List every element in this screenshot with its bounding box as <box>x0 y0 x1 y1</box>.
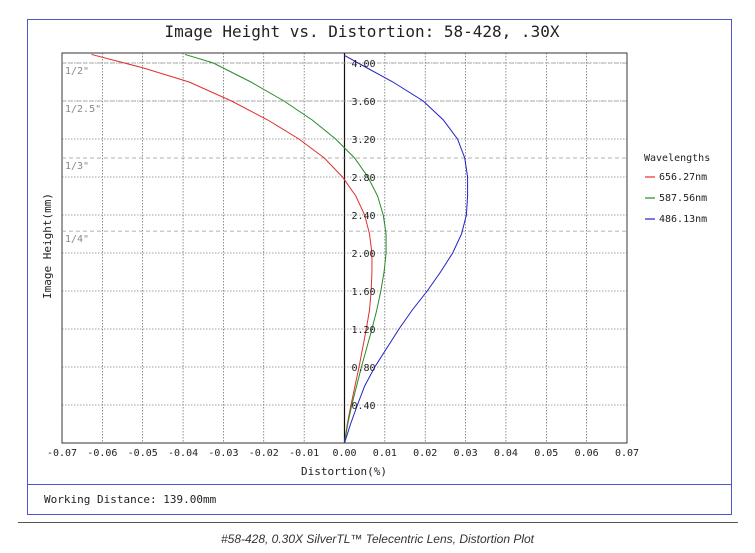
x-tick-label: 0.07 <box>615 448 639 459</box>
x-tick-label: 0.05 <box>534 448 558 459</box>
x-tick-label: 0.04 <box>494 448 518 459</box>
y-tick-label: 3.20 <box>352 135 376 146</box>
y-tick-label: 2.80 <box>352 173 376 184</box>
x-tick-label: -0.05 <box>128 448 158 459</box>
sensor-format-lines: 1/2" 1/2.5" 1/3" 1/4" <box>62 62 627 245</box>
grid <box>61 52 628 444</box>
plot-frame <box>27 19 732 515</box>
y-tick-label: 2.00 <box>352 249 376 260</box>
working-distance: Working Distance: 139.00mm <box>44 493 217 506</box>
x-tick-label: -0.03 <box>208 448 238 459</box>
x-tick-labels: -0.07 -0.06 -0.05 -0.04 -0.03 -0.02 -0.01 0.00 0… <box>47 448 639 459</box>
x-tick-label: -0.04 <box>168 448 198 459</box>
x-tick-label: -0.07 <box>47 448 77 459</box>
series-line <box>91 53 373 443</box>
series-line <box>344 54 469 443</box>
x-axis-label: Distortion(%) <box>301 465 387 478</box>
x-tick-label: 0.06 <box>575 448 599 459</box>
x-tick-label: 0.00 <box>332 448 356 459</box>
x-tick-label: -0.06 <box>87 448 117 459</box>
sensor-format-label: 1/4" <box>65 234 89 245</box>
y-tick-labels: 0.40 0.80 1.20 1.60 2.00 2.40 2.80 3.20 3.60 4.00 <box>352 59 376 412</box>
x-tick-label: -0.02 <box>249 448 279 459</box>
y-tick-label: 0.80 <box>352 363 376 374</box>
sensor-format-label: 1/3" <box>65 161 89 172</box>
y-tick-label: 1.20 <box>352 325 376 336</box>
legend-label: 587.56nm <box>659 193 707 204</box>
y-tick-label: 3.60 <box>352 97 376 108</box>
x-tick-label: -0.01 <box>289 448 319 459</box>
figure-caption: #58-428, 0.30X SilverTL™ Telecentric Len… <box>220 532 535 546</box>
y-tick-label: 2.40 <box>352 211 376 222</box>
y-tick-label: 4.00 <box>352 59 376 70</box>
chart-title: Image Height vs. Distortion: 58-428, .30… <box>165 22 560 41</box>
sensor-format-label: 1/2" <box>65 66 89 77</box>
legend: Wavelengths 656.27nm 587.56nm 486.13nm <box>644 153 710 225</box>
footer-panel: Working Distance: 139.00mm <box>27 484 732 515</box>
legend-title: Wavelengths <box>644 153 710 164</box>
y-tick-label: 1.60 <box>352 287 376 298</box>
sensor-format-label: 1/2.5" <box>65 104 101 115</box>
y-axis-label: Image Height(mm) <box>41 193 54 299</box>
series-line <box>184 53 387 443</box>
x-tick-label: 0.02 <box>413 448 437 459</box>
series-group <box>91 53 469 443</box>
legend-label: 656.27nm <box>659 172 707 183</box>
caption-divider <box>18 522 738 523</box>
x-tick-label: 0.03 <box>454 448 478 459</box>
legend-label: 486.13nm <box>659 214 707 225</box>
y-tick-label: 0.40 <box>352 401 376 412</box>
x-tick-label: 0.01 <box>373 448 397 459</box>
